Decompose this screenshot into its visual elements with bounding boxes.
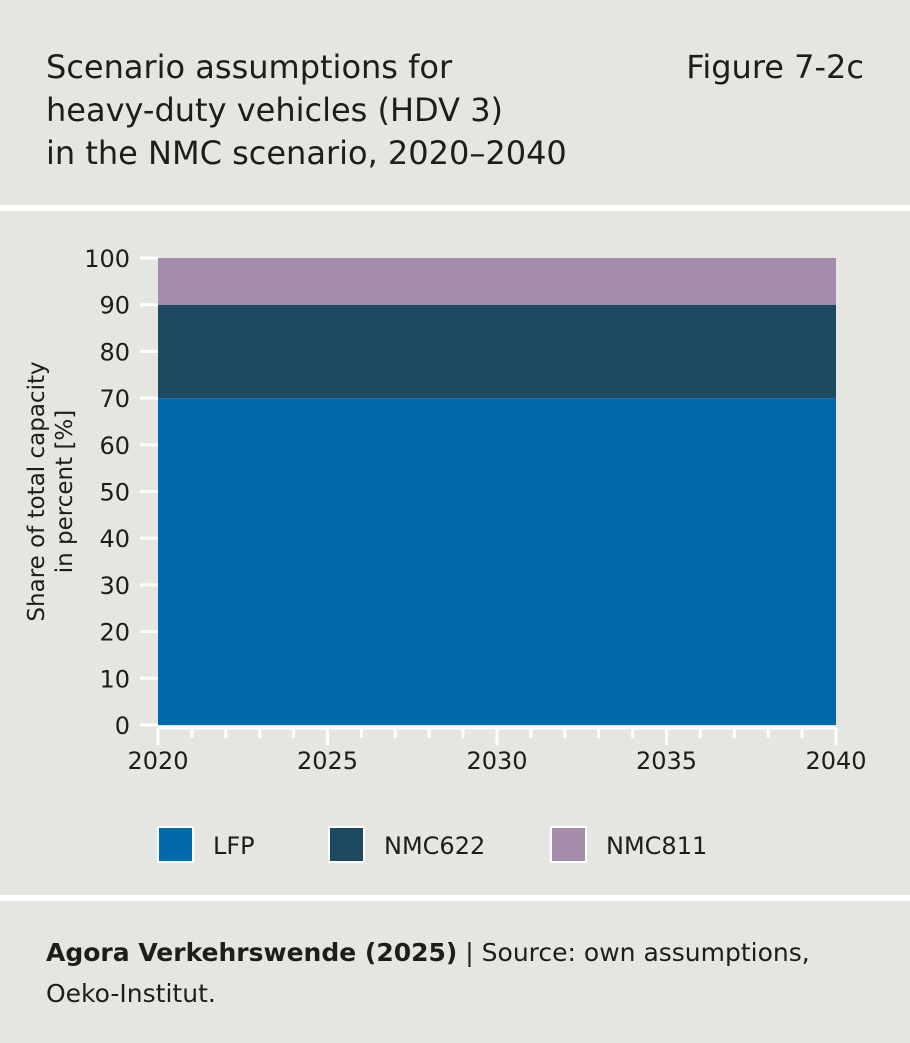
area-nmc811 [158,258,836,305]
x-tick-label: 2035 [636,747,697,775]
divider-top [0,205,910,211]
y-tick-label: 70 [99,385,130,413]
legend-label-lfp: LFP [213,832,255,860]
y-tick-label: 0 [115,712,130,740]
y-tick-label: 30 [99,572,130,600]
y-tick-label: 80 [99,338,130,366]
legend-label-nmc811: NMC811 [606,832,707,860]
footer: Agora Verkehrswende (2025) | Source: own… [46,932,866,1014]
legend-swatch-lfp [157,826,194,863]
figure-label: Figure 7-2c [686,48,864,86]
divider-bottom [0,895,910,901]
source-note: Source: own assumptions, Oeko-Institut. [46,938,810,1008]
y-tick-label: 50 [99,479,130,507]
y-axis-label: Share of total capacityin percent [%] [24,361,78,621]
y-tick-label: 20 [99,619,130,647]
y-tick-label: 60 [99,432,130,460]
footer-separator: | [457,938,482,967]
x-tick-label: 2040 [805,747,866,775]
x-tick-label: 2025 [297,747,358,775]
legend-swatch-nmc811 [550,826,587,863]
y-tick-label: 90 [99,292,130,320]
x-tick-label: 2030 [466,747,527,775]
y-tick-label: 10 [99,665,130,693]
x-tick-label: 2020 [127,747,188,775]
y-tick-label: 40 [99,525,130,553]
area-lfp [158,398,836,725]
y-axis-label-line: Share of total capacity [24,361,50,621]
legend-swatch-nmc622 [328,826,365,863]
y-tick-label: 100 [84,245,130,273]
publisher: Agora Verkehrswende (2025) [46,938,458,967]
y-axis-label-line: in percent [%] [52,410,78,573]
legend-label-nmc622: NMC622 [384,832,485,860]
area-nmc622 [158,304,836,399]
chart-title: Scenario assumptions for heavy-duty vehi… [46,48,567,172]
